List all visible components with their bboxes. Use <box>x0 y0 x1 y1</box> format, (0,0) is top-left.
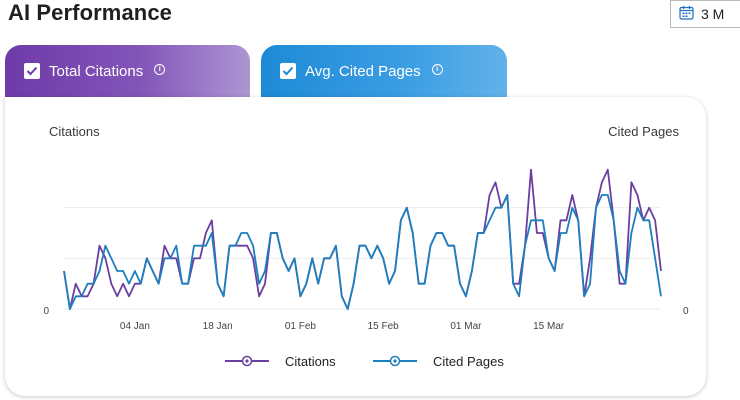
check-icon <box>26 66 38 76</box>
chart-card: Citations Cited Pages 0 0 04 Jan 18 Jan 01… <box>5 97 706 396</box>
tab-avg-cited-pages[interactable]: Avg. Cited Pages i <box>261 45 507 97</box>
line-chart: Citations Cited Pages 0 0 04 Jan 18 Jan 01… <box>43 124 689 369</box>
cited-pages-checkbox[interactable] <box>280 63 296 79</box>
legend-item-citations[interactable]: Citations <box>225 354 336 369</box>
date-range-label: 3 M <box>701 6 725 22</box>
x-tick-label: 04 Jan <box>120 321 150 332</box>
info-icon[interactable]: i <box>154 63 166 75</box>
tab-total-citations-label: Total Citations <box>49 62 144 80</box>
page-title: AI Performance <box>8 0 173 25</box>
y-left-axis-title: Citations <box>49 124 100 139</box>
y-left-tick-label: 0 <box>43 306 49 317</box>
x-tick-label: 15 Feb <box>368 321 400 332</box>
tab-avg-cited-pages-label: Avg. Cited Pages <box>305 62 421 80</box>
legend-label: Cited Pages <box>433 354 504 369</box>
check-icon <box>282 66 294 76</box>
y-right-axis-title: Cited Pages <box>608 124 679 139</box>
x-tick-label: 01 Feb <box>285 321 317 332</box>
legend-label: Citations <box>285 354 336 369</box>
date-range-button[interactable]: 3 M <box>670 0 740 28</box>
x-tick-label: 18 Jan <box>203 321 233 332</box>
legend-marker-dot <box>393 359 397 363</box>
calendar-icon <box>679 5 694 23</box>
series-line-cited-pages <box>63 194 662 310</box>
citations-checkbox[interactable] <box>24 63 40 79</box>
x-tick-label: 01 Mar <box>450 321 482 332</box>
x-tick-label: 15 Mar <box>533 321 565 332</box>
tab-total-citations[interactable]: Total Citations i <box>5 45 250 97</box>
series-line-citations <box>63 168 662 310</box>
legend-marker-dot <box>245 359 249 363</box>
info-icon[interactable]: i <box>431 63 443 75</box>
legend-item-cited-pages[interactable]: Cited Pages <box>373 354 504 369</box>
y-right-tick-label: 0 <box>683 306 689 317</box>
